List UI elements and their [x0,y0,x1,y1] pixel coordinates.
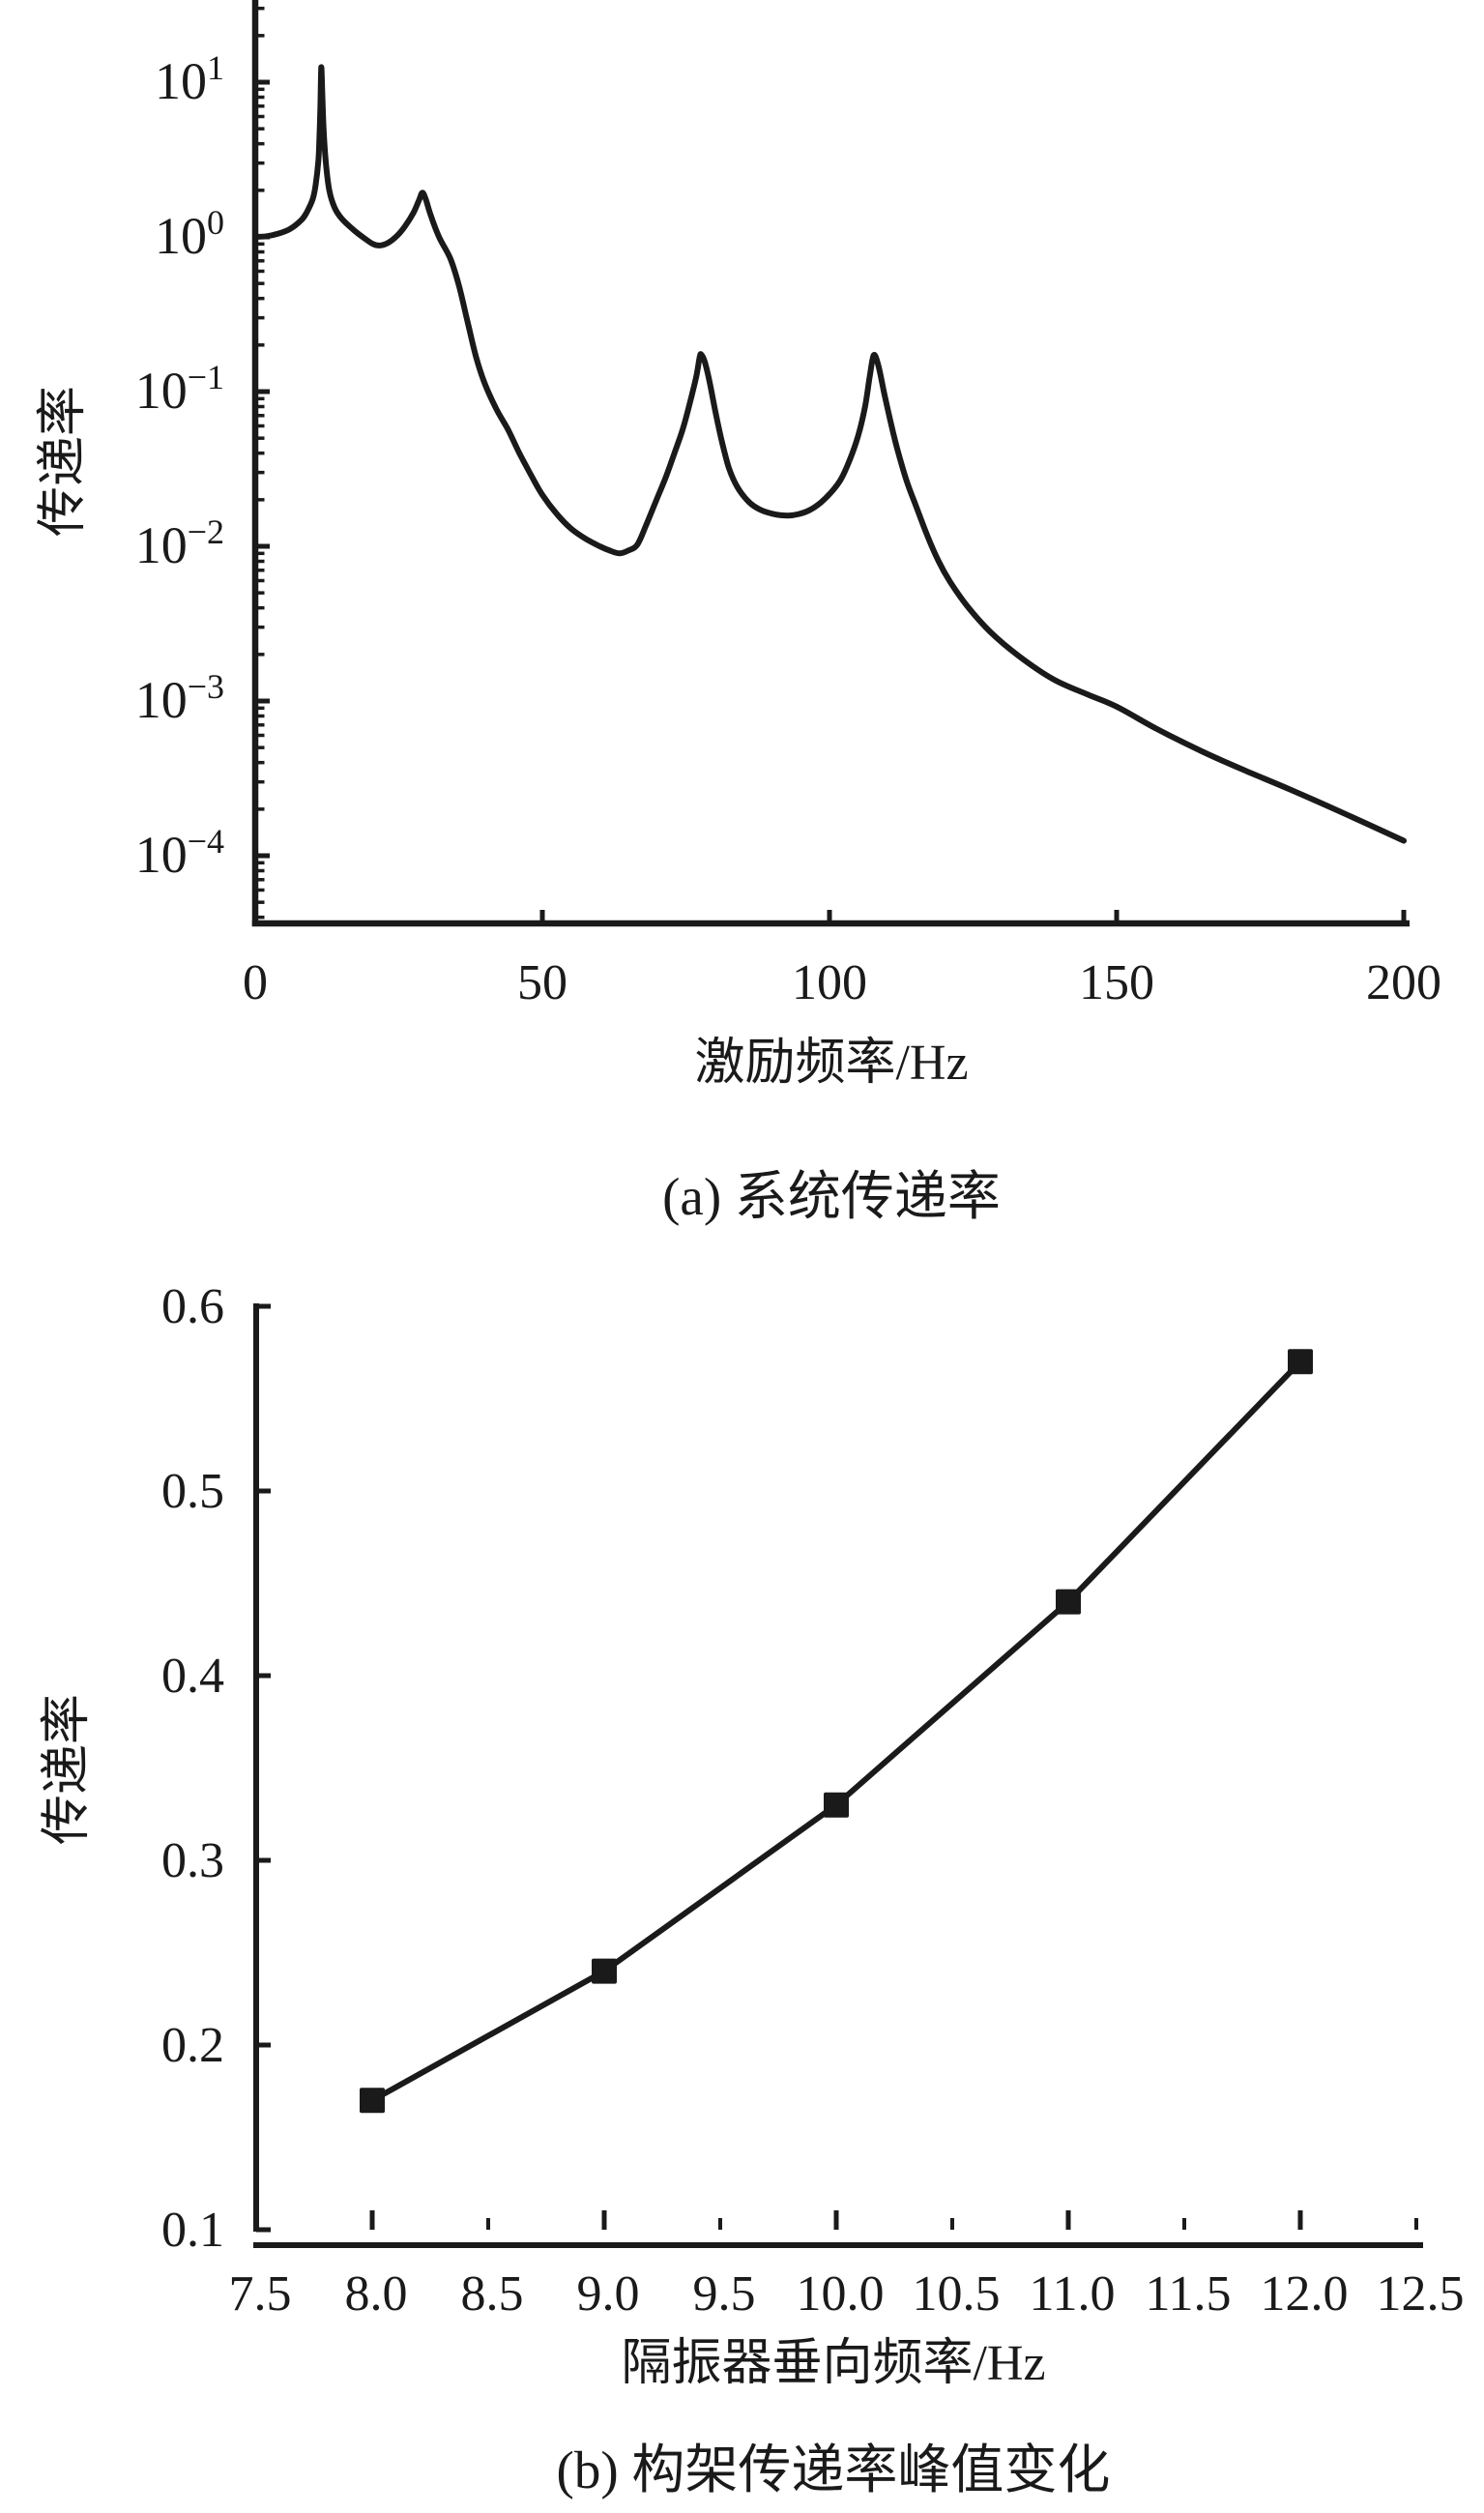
x-tick-label: 7.5 [229,2266,292,2322]
x-tick-label: 8.0 [345,2266,408,2322]
chart-b-caption: (b) 构架传递率峰值变化 [557,2440,1111,2499]
x-tick-label: 11.0 [1029,2266,1115,2322]
x-tick-label: 9.0 [577,2266,640,2322]
y-tick-label: 10−4 [135,822,224,884]
x-tick-label: 9.5 [693,2266,756,2322]
y-tick-label: 0.5 [161,1464,224,1519]
chart-a-y-tick-labels: 101 100 10−1 10−2 10−3 10−4 [135,48,224,884]
chart-a: 101 100 10−1 10−2 10−3 10−4 0 50 100 150 200 激励频率… [36,0,1441,1226]
x-tick-label: 50 [517,955,567,1010]
chart-b-x-ticks [369,2210,1418,2230]
chart-b: 0.6 0.5 0.4 0.3 0.2 0.1 7.5 8.0 8.5 9.0 9.5 10.0 10… [40,1279,1465,2499]
data-point-square [592,1958,617,1984]
y-tick-label: 0.1 [161,2203,224,2258]
chart-b-square-markers [360,1349,1313,2114]
y-tick-label: 0.6 [161,1279,224,1334]
chart-b-data-line [369,1359,1303,2104]
data-point-square [824,1792,849,1818]
x-tick-label: 10.0 [797,2266,885,2322]
chart-b-y-axis-title: 传递率 [40,1694,95,1845]
x-tick-label: 12.0 [1261,2266,1349,2322]
x-tick-label: 8.5 [461,2266,524,2322]
data-point-square [1056,1589,1081,1615]
chart-b-y-tick-labels: 0.6 0.5 0.4 0.3 0.2 0.1 [161,1279,224,2258]
x-tick-label: 11.5 [1145,2266,1231,2322]
chart-a-caption: (a) 系统传递率 [662,1167,1001,1226]
chart-a-y-axis-title: 传递率 [36,386,91,537]
y-tick-label: 0.4 [161,1649,224,1704]
y-tick-label: 0.3 [161,1833,224,1888]
x-tick-label: 0 [243,955,268,1010]
chart-a-x-axis-title: 激励频率/Hz [694,1036,968,1091]
x-tick-label: 10.5 [913,2266,1001,2322]
chart-b-x-tick-labels: 7.5 8.0 8.5 9.0 9.5 10.0 10.5 11.0 11.5 12.0 12.5 [229,2266,1465,2322]
chart-b-x-axis-title: 隔振器垂向频率/Hz [621,2336,1045,2391]
y-tick-label: 100 [155,203,224,265]
x-tick-label: 200 [1366,955,1441,1010]
chart-a-x-tick-labels: 0 50 100 150 200 [243,955,1441,1010]
x-tick-label: 100 [792,955,867,1010]
y-tick-label: 10−1 [135,358,224,420]
chart-a-transmissibility-curve [252,64,1407,844]
y-tick-label: 0.2 [161,2018,224,2073]
y-tick-label: 10−3 [135,667,224,729]
y-tick-label: 10−2 [135,512,224,574]
data-point-square [360,2088,385,2114]
x-tick-label: 150 [1079,955,1154,1010]
data-point-square [1288,1349,1313,1375]
y-tick-label: 101 [155,48,224,110]
x-tick-label: 12.5 [1377,2266,1465,2322]
